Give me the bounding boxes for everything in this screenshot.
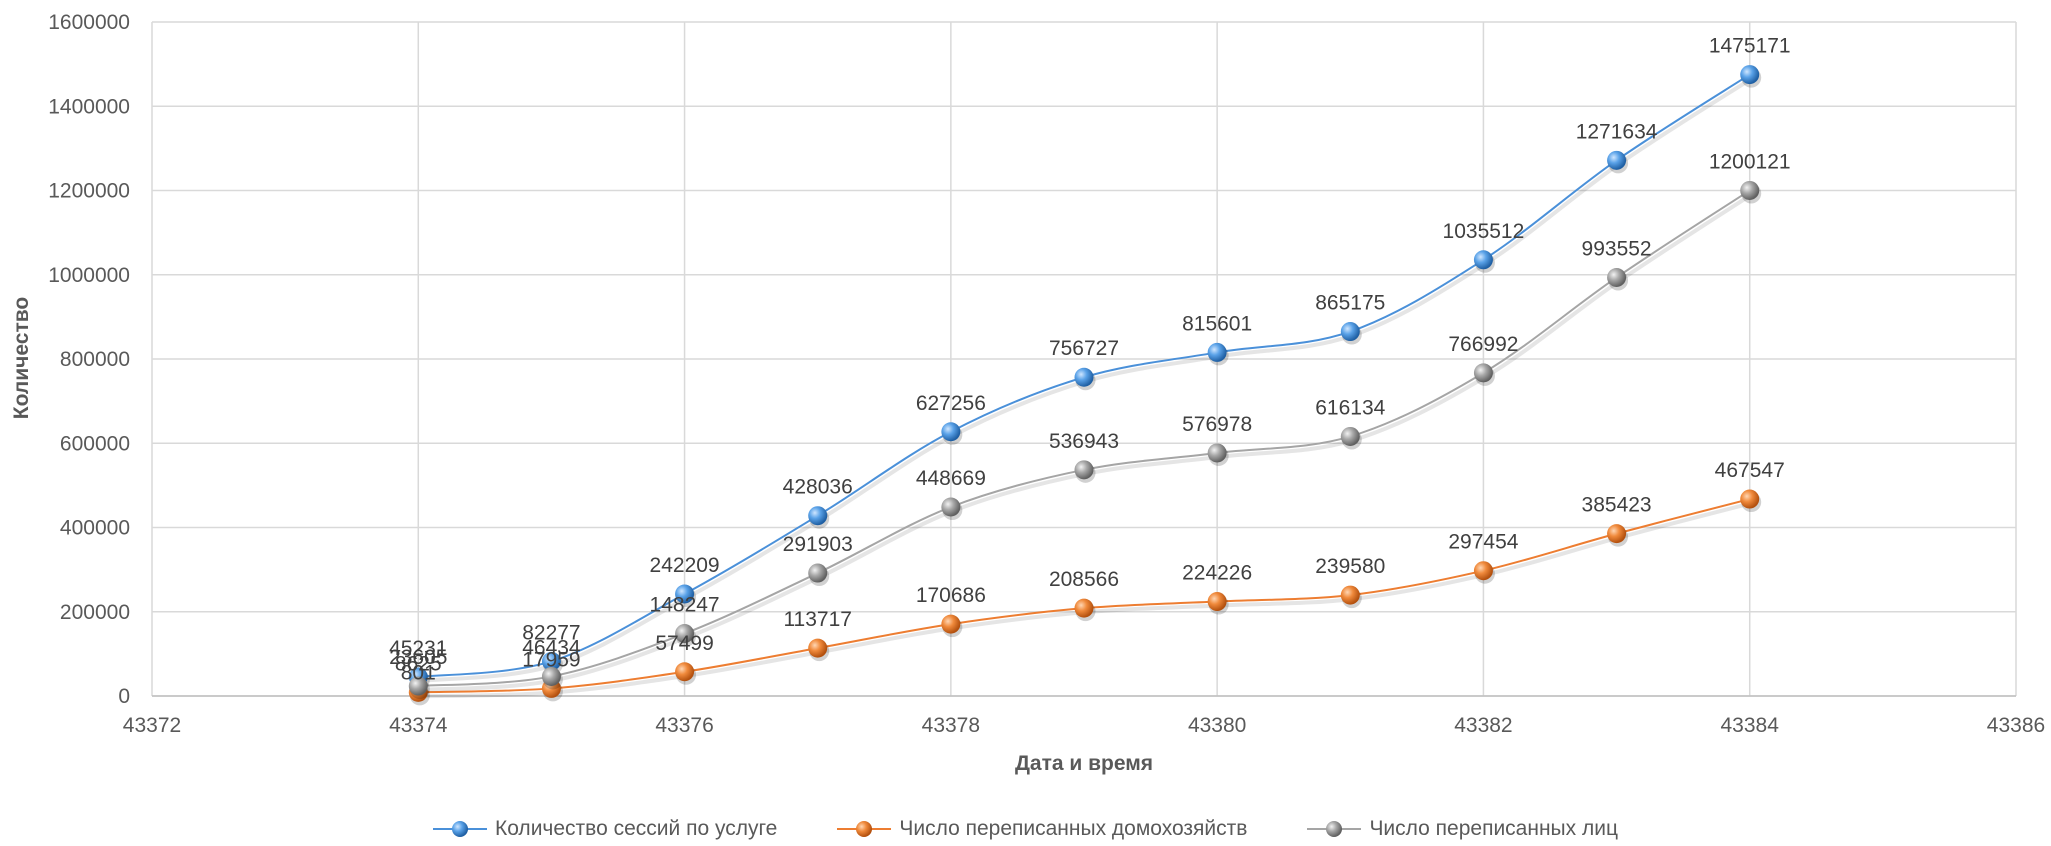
legend: Количество сессий по услуге Число перепи… — [0, 812, 2051, 846]
marker-persons — [808, 563, 828, 583]
legend-swatch-sessions — [432, 821, 487, 837]
marker-sessions — [1074, 367, 1094, 387]
data-label-households: 208566 — [1049, 568, 1119, 591]
data-label-extra: 801 — [401, 661, 436, 684]
legend-item-sessions[interactable]: Количество сессий по услуге — [432, 817, 778, 841]
data-label-sessions: 815601 — [1182, 312, 1252, 335]
marker-households — [1207, 592, 1227, 612]
y-tick-label: 1600000 — [48, 11, 130, 34]
data-label-households: 239580 — [1315, 555, 1385, 578]
data-label-sessions: 865175 — [1315, 292, 1385, 315]
y-tick-label: 200000 — [60, 601, 130, 624]
axes: 0 200000 400000 600000 800000 1000000 1200000 1… — [48, 11, 2045, 737]
marker-sessions — [1473, 250, 1493, 270]
data-label-households: 170686 — [916, 584, 986, 607]
y-tick-label: 1000000 — [48, 264, 130, 287]
data-label-sessions: 1035512 — [1443, 220, 1525, 243]
line-chart: 0 200000 400000 600000 800000 1000000 1200000 1… — [10, 11, 2045, 775]
marker-households — [941, 614, 961, 634]
marker-households — [1340, 585, 1360, 605]
data-labels: 45231 82277 242209 428036 627256 756727 815601… — [389, 35, 1791, 685]
x-tick-label: 43374 — [389, 714, 448, 737]
marker-sessions — [1340, 322, 1360, 342]
data-label-households: 467547 — [1715, 459, 1785, 482]
marker-sessions — [541, 651, 561, 671]
y-tick-label: 800000 — [60, 348, 130, 371]
legend-label-sessions: Количество сессий по услуге — [494, 817, 778, 840]
data-label-persons: 766992 — [1448, 333, 1518, 356]
data-label-households: 17959 — [522, 648, 580, 671]
data-label-households: 297454 — [1448, 531, 1518, 554]
data-label-households: 8625 — [395, 652, 442, 675]
data-label-households: 113717 — [783, 608, 852, 631]
marker-persons — [1607, 267, 1627, 287]
marker-sessions — [675, 584, 695, 604]
x-tick-label: 43378 — [922, 714, 980, 737]
marker-persons — [941, 497, 961, 517]
marker-sessions — [1607, 150, 1627, 170]
legend-label-households: Число переписанных домохозяйств — [899, 817, 1248, 840]
data-label-households: 57499 — [655, 632, 713, 655]
x-tick-label: 43372 — [123, 714, 181, 737]
x-tick-label: 43380 — [1188, 714, 1246, 737]
data-label-sessions: 428036 — [783, 476, 853, 499]
y-tick-label: 1200000 — [48, 180, 130, 203]
data-label-sessions: 1271634 — [1576, 120, 1658, 143]
y-tick-label: 1400000 — [48, 95, 130, 118]
marker-persons — [541, 666, 561, 686]
marker-households — [1473, 561, 1493, 581]
marker-persons — [1340, 426, 1360, 446]
legend-swatch-persons — [1307, 821, 1362, 837]
data-label-sessions: 242209 — [650, 554, 720, 577]
data-label-persons: 448669 — [916, 467, 986, 490]
data-label-persons: 1200121 — [1709, 150, 1791, 173]
y-axis-title: Количество — [10, 297, 33, 419]
data-label-households: 224226 — [1182, 562, 1252, 585]
marker-persons — [1074, 460, 1094, 480]
data-label-persons: 576978 — [1182, 413, 1252, 436]
data-label-sessions: 82277 — [522, 621, 580, 644]
data-label-persons: 46434 — [522, 636, 581, 659]
marker-households — [808, 638, 828, 658]
x-tick-label: 43376 — [655, 714, 713, 737]
y-tick-label: 400000 — [60, 517, 130, 540]
data-label-persons: 993552 — [1582, 237, 1652, 260]
legend-label-persons: Число переписанных лиц — [1369, 817, 1618, 840]
legend-item-persons[interactable]: Число переписанных лиц — [1307, 817, 1618, 841]
marker-households — [1607, 524, 1627, 544]
data-label-sessions: 756727 — [1049, 337, 1119, 360]
data-label-persons: 291903 — [783, 533, 853, 556]
marker-sessions — [1207, 342, 1227, 362]
data-label-persons: 536943 — [1049, 430, 1119, 453]
marker-sessions — [941, 422, 961, 442]
marker-persons — [408, 676, 428, 696]
data-label-households: 385423 — [1582, 494, 1652, 517]
data-label-persons: 616134 — [1315, 396, 1385, 419]
marker-households — [1740, 489, 1760, 509]
marker-sessions — [1740, 65, 1760, 85]
data-label-sessions: 1475171 — [1709, 35, 1791, 58]
marker-persons — [1473, 363, 1493, 383]
legend-swatch-households — [837, 821, 892, 837]
marker-persons — [1207, 443, 1227, 463]
series-markers — [408, 65, 1762, 706]
marker-sessions — [808, 506, 828, 526]
data-label-persons: 23605 — [389, 646, 447, 669]
marker-households — [675, 662, 695, 682]
marker-persons — [1740, 180, 1760, 200]
x-axis-title: Дата и время — [1015, 752, 1153, 775]
data-label-sessions: 627256 — [916, 392, 986, 415]
data-label-sessions: 45231 — [389, 637, 447, 660]
y-tick-label: 0 — [118, 685, 130, 708]
data-label-persons: 148247 — [650, 594, 720, 617]
y-tick-label: 600000 — [60, 432, 130, 455]
marker-persons — [675, 624, 695, 644]
x-tick-label: 43384 — [1721, 714, 1780, 737]
x-tick-label: 43386 — [1987, 714, 2045, 737]
marker-households — [1074, 598, 1094, 618]
x-tick-label: 43382 — [1454, 714, 1512, 737]
legend-item-households[interactable]: Число переписанных домохозяйств — [837, 817, 1247, 841]
